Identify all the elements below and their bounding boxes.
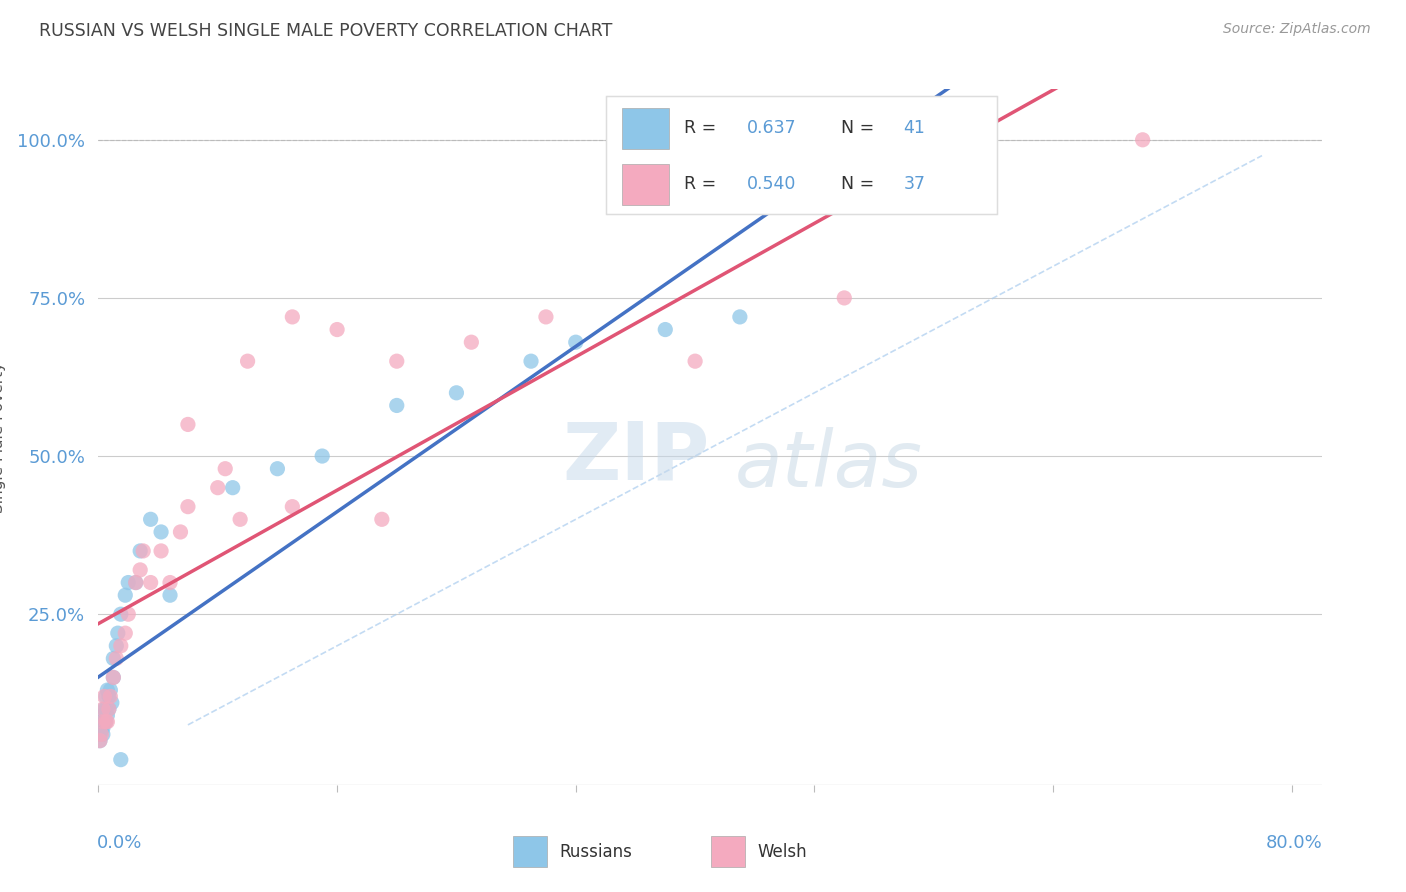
- Point: [91, 721, 114, 735]
- Point: [150, 524, 173, 539]
- Point: [105, 639, 128, 653]
- Point: [93, 714, 115, 729]
- Point: [103, 670, 125, 684]
- Text: RUSSIAN VS WELSH SINGLE MALE POVERTY CORRELATION CHART: RUSSIAN VS WELSH SINGLE MALE POVERTY COR…: [39, 22, 613, 40]
- Point: [91, 727, 114, 741]
- Point: [125, 575, 148, 590]
- Point: [654, 322, 676, 336]
- Point: [385, 399, 408, 413]
- Point: [90, 714, 112, 729]
- Point: [129, 563, 152, 577]
- Point: [281, 310, 304, 324]
- Point: [91, 702, 114, 716]
- Point: [281, 500, 304, 514]
- Point: [89, 733, 111, 747]
- Point: [97, 702, 120, 716]
- Point: [159, 588, 181, 602]
- Point: [446, 385, 468, 400]
- Text: 80.0%: 80.0%: [1267, 834, 1323, 852]
- FancyBboxPatch shape: [711, 837, 745, 867]
- Point: [89, 733, 111, 747]
- Point: [110, 753, 132, 767]
- Point: [159, 575, 181, 590]
- Point: [96, 708, 118, 723]
- Point: [117, 575, 139, 590]
- Point: [90, 721, 112, 735]
- Point: [214, 461, 236, 475]
- Point: [177, 417, 200, 432]
- Point: [98, 683, 121, 698]
- Y-axis label: Single Male Poverty: Single Male Poverty: [0, 361, 6, 513]
- Point: [129, 544, 152, 558]
- Point: [94, 714, 117, 729]
- Point: [103, 651, 125, 665]
- Point: [534, 310, 557, 324]
- Point: [94, 714, 117, 729]
- Point: [125, 575, 148, 590]
- Point: [114, 588, 136, 602]
- Text: atlas: atlas: [734, 427, 922, 503]
- Point: [117, 607, 139, 622]
- Point: [460, 335, 482, 350]
- Point: [221, 481, 243, 495]
- Point: [94, 690, 117, 704]
- Point: [311, 449, 333, 463]
- Point: [236, 354, 259, 368]
- Point: [177, 500, 200, 514]
- Point: [565, 335, 588, 350]
- Point: [103, 670, 125, 684]
- Point: [908, 133, 931, 147]
- Point: [97, 690, 120, 704]
- Point: [107, 626, 129, 640]
- Point: [96, 714, 118, 729]
- Point: [326, 322, 349, 336]
- Point: [97, 702, 120, 716]
- Point: [105, 651, 128, 665]
- Point: [98, 690, 121, 704]
- Point: [91, 708, 114, 723]
- Text: ZIP: ZIP: [562, 419, 710, 497]
- Point: [94, 702, 117, 716]
- Point: [89, 727, 111, 741]
- Point: [114, 626, 136, 640]
- FancyBboxPatch shape: [513, 837, 547, 867]
- Point: [728, 310, 751, 324]
- Point: [385, 354, 408, 368]
- Text: Russians: Russians: [560, 843, 633, 861]
- Point: [110, 607, 132, 622]
- Point: [150, 544, 173, 558]
- Point: [93, 690, 115, 704]
- Point: [266, 461, 288, 475]
- Point: [832, 291, 855, 305]
- Point: [96, 683, 118, 698]
- Point: [229, 512, 252, 526]
- Point: [90, 727, 112, 741]
- Point: [93, 702, 115, 716]
- Point: [1132, 133, 1154, 147]
- Point: [520, 354, 543, 368]
- Point: [101, 696, 124, 710]
- Text: Source: ZipAtlas.com: Source: ZipAtlas.com: [1223, 22, 1371, 37]
- Point: [91, 714, 114, 729]
- Point: [169, 524, 191, 539]
- Point: [207, 481, 229, 495]
- Text: 0.0%: 0.0%: [97, 834, 142, 852]
- Point: [139, 512, 162, 526]
- Point: [132, 544, 155, 558]
- Point: [683, 354, 706, 368]
- Point: [110, 639, 132, 653]
- Point: [139, 575, 162, 590]
- Text: Welsh: Welsh: [758, 843, 807, 861]
- Point: [371, 512, 394, 526]
